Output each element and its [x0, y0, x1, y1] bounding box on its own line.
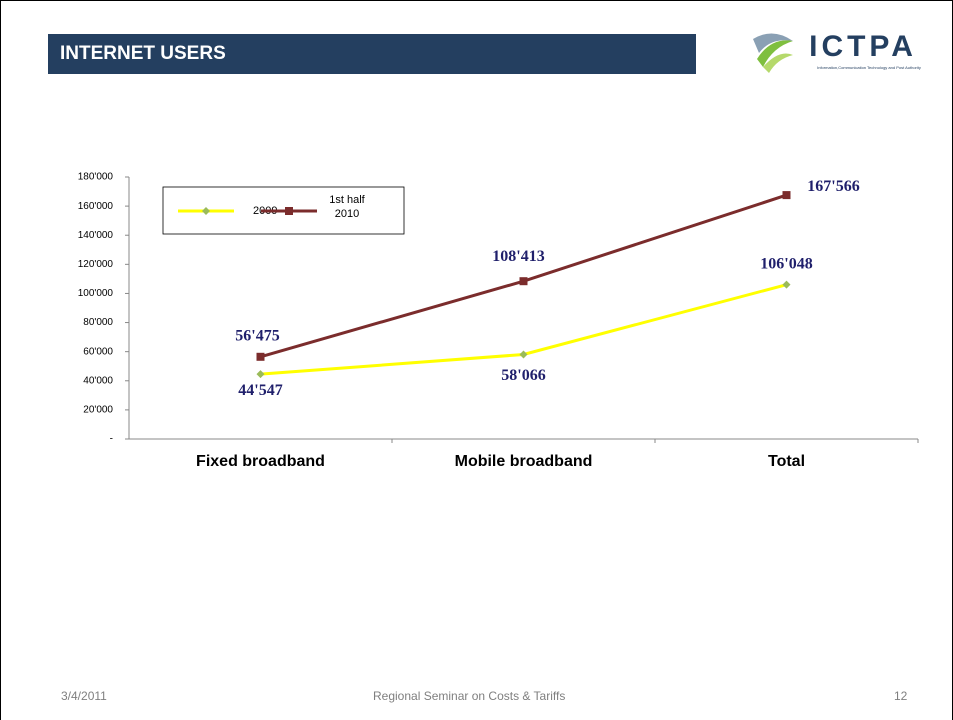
data-label: 56'475	[235, 327, 279, 344]
data-label: 106'048	[760, 255, 812, 272]
data-label: 58'066	[501, 367, 545, 384]
x-tick-label: Total	[768, 453, 805, 470]
y-tick-label: -	[110, 434, 113, 445]
footer-date: 3/4/2011	[61, 689, 107, 703]
data-label: 167'566	[807, 178, 859, 195]
legend-label: 1st half 2010	[329, 194, 365, 220]
marker	[519, 350, 528, 359]
y-tick-label: 180'000	[78, 172, 114, 183]
y-tick-label: 40'000	[83, 375, 113, 386]
legend-marker	[202, 207, 210, 215]
y-tick-label: 60'000	[83, 346, 113, 357]
y-tick-label: 100'000	[78, 288, 114, 299]
legend-marker	[285, 207, 293, 215]
marker	[782, 191, 791, 200]
y-tick-label: 160'000	[78, 201, 114, 212]
marker	[782, 280, 791, 289]
data-label: 108'413	[492, 248, 544, 265]
logo-subtitle: Information,Communication Technology and…	[817, 65, 921, 70]
logo-text: ICTPA	[809, 30, 917, 63]
x-tick-label: Fixed broadband	[196, 453, 325, 470]
footer-page: 12	[894, 689, 908, 703]
logo-icon	[753, 33, 793, 73]
marker	[256, 352, 265, 361]
y-tick-label: 140'000	[78, 230, 114, 241]
marker	[519, 277, 528, 286]
slide-title: INTERNET USERS	[48, 34, 696, 74]
x-tick-label: Mobile broadband	[455, 453, 593, 470]
y-tick-label: 120'000	[78, 259, 114, 270]
footer-event: Regional Seminar on Costs & Tariffs	[373, 689, 566, 703]
y-tick-label: 20'000	[83, 405, 113, 416]
y-tick-label: 80'000	[83, 317, 113, 328]
marker	[256, 370, 265, 379]
series-line	[260, 283, 787, 376]
data-label: 44'547	[238, 382, 282, 399]
